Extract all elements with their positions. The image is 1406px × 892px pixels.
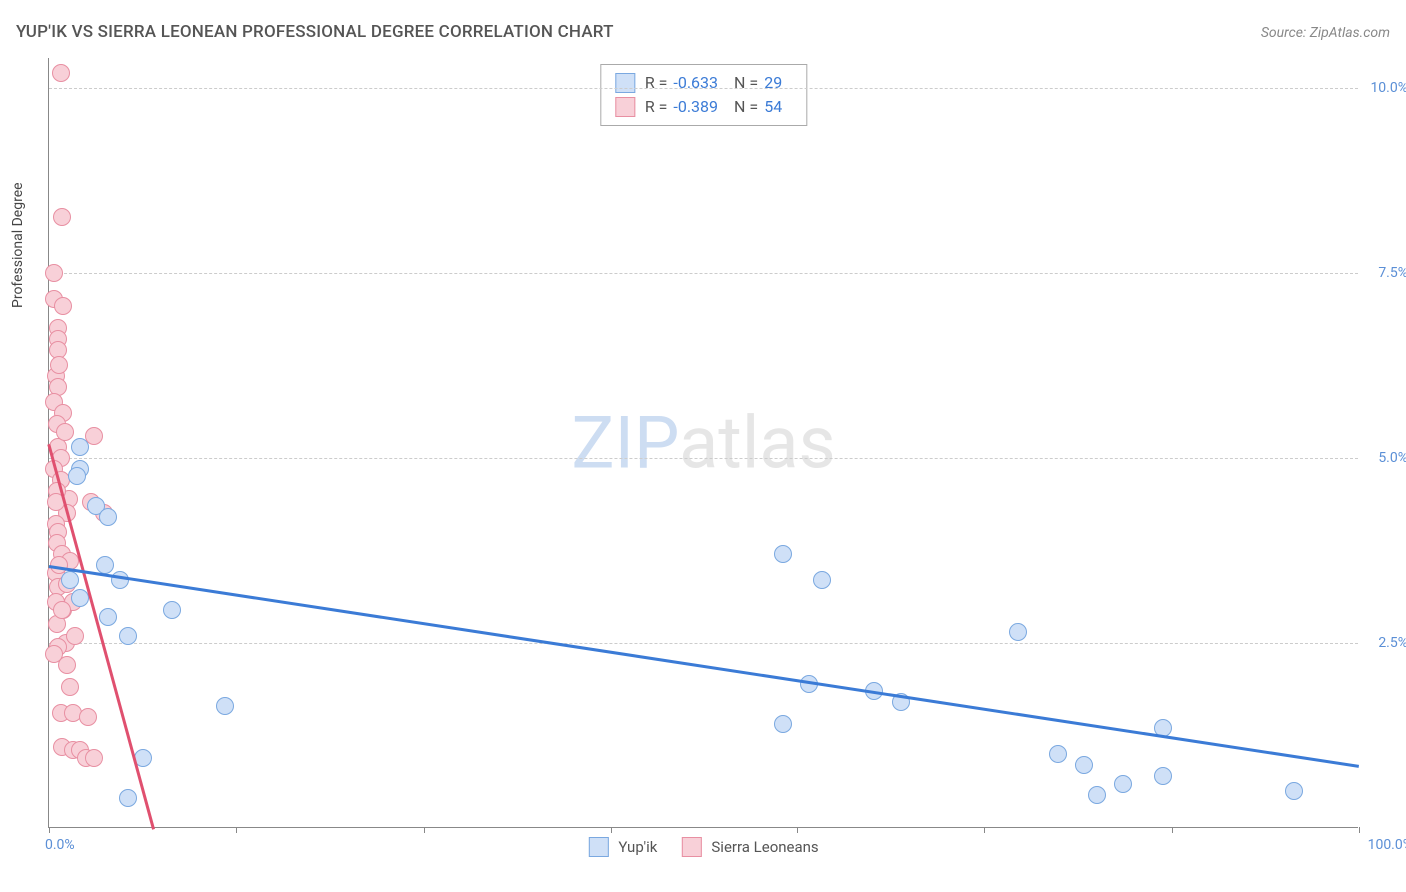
r-label: R =: [645, 95, 668, 119]
gridline: [49, 273, 1358, 274]
scatter-point: [111, 571, 129, 589]
chart-title: YUP'IK VS SIERRA LEONEAN PROFESSIONAL DE…: [16, 22, 614, 42]
x-tick-label: 100.0%: [1368, 837, 1406, 853]
scatter-point: [53, 208, 71, 226]
legend-swatch-yupik: [588, 837, 608, 857]
scatter-point: [71, 438, 89, 456]
scatter-point: [68, 467, 86, 485]
n-value-yupik: 29: [764, 71, 782, 95]
scatter-point: [1154, 767, 1172, 785]
stats-row-yupik: R = -0.633 N = 29: [615, 71, 792, 95]
source-value: ZipAtlas.com: [1310, 25, 1390, 41]
scatter-point: [774, 715, 792, 733]
x-tick-mark: [236, 827, 237, 833]
r-value-sierra: -0.389: [673, 95, 718, 119]
plot-area: ZIPatlas R = -0.633 N = 29 R = -0.389 N …: [48, 58, 1358, 828]
x-tick-mark: [424, 827, 425, 833]
x-tick-mark: [49, 827, 50, 833]
x-tick-mark: [797, 827, 798, 833]
x-tick-mark: [984, 827, 985, 833]
scatter-point: [1075, 756, 1093, 774]
scatter-point: [1009, 623, 1027, 641]
scatter-point: [85, 749, 103, 767]
scatter-point: [774, 545, 792, 563]
x-tick-label: 0.0%: [45, 837, 75, 853]
scatter-point: [1088, 786, 1106, 804]
x-tick-mark: [611, 827, 612, 833]
n-label: N =: [734, 71, 758, 95]
n-value-sierra: 54: [764, 95, 782, 119]
stats-legend-box: R = -0.633 N = 29 R = -0.389 N = 54: [600, 64, 807, 126]
swatch-yupik: [615, 73, 635, 93]
legend-swatch-sierra: [681, 837, 701, 857]
n-label: N =: [734, 95, 758, 119]
chart-container: YUP'IK VS SIERRA LEONEAN PROFESSIONAL DE…: [0, 0, 1406, 892]
scatter-point: [53, 601, 71, 619]
gridline: [49, 643, 1358, 644]
x-tick-mark: [1172, 827, 1173, 833]
r-label: R =: [645, 71, 668, 95]
scatter-point: [54, 297, 72, 315]
swatch-sierra: [615, 97, 635, 117]
scatter-point: [99, 508, 117, 526]
scatter-point: [66, 627, 84, 645]
source-label: Source:: [1261, 25, 1306, 41]
trend-line: [49, 565, 1359, 767]
title-bar: YUP'IK VS SIERRA LEONEAN PROFESSIONAL DE…: [16, 22, 1390, 42]
stats-row-sierra: R = -0.389 N = 54: [615, 95, 792, 119]
scatter-point: [50, 356, 68, 374]
y-tick-label: 5.0%: [1363, 450, 1406, 466]
scatter-point: [1114, 775, 1132, 793]
gridline: [49, 458, 1358, 459]
scatter-point: [61, 678, 79, 696]
scatter-point: [71, 589, 89, 607]
scatter-point: [79, 708, 97, 726]
watermark: ZIPatlas: [571, 400, 835, 485]
x-tick-mark: [1359, 827, 1360, 833]
source-citation: Source: ZipAtlas.com: [1261, 25, 1390, 41]
scatter-point: [216, 697, 234, 715]
y-tick-label: 10.0%: [1363, 80, 1406, 96]
scatter-point: [96, 556, 114, 574]
scatter-point: [119, 627, 137, 645]
scatter-point: [163, 601, 181, 619]
gridline: [49, 88, 1358, 89]
bottom-legend: Yup'ik Sierra Leoneans: [588, 837, 818, 857]
scatter-point: [61, 571, 79, 589]
scatter-point: [45, 264, 63, 282]
legend-item-sierra: Sierra Leoneans: [681, 837, 818, 857]
r-value-yupik: -0.633: [673, 71, 718, 95]
watermark-atlas: atlas: [679, 400, 836, 485]
scatter-point: [52, 64, 70, 82]
watermark-zip: ZIP: [571, 400, 679, 485]
legend-label-sierra: Sierra Leoneans: [711, 838, 818, 856]
scatter-point: [99, 608, 117, 626]
legend-item-yupik: Yup'ik: [588, 837, 657, 857]
scatter-point: [58, 656, 76, 674]
scatter-point: [813, 571, 831, 589]
y-tick-label: 7.5%: [1363, 265, 1406, 281]
scatter-point: [1049, 745, 1067, 763]
scatter-point: [56, 423, 74, 441]
scatter-point: [119, 789, 137, 807]
legend-label-yupik: Yup'ik: [618, 838, 657, 856]
y-axis-label: Professional Degree: [10, 182, 26, 308]
scatter-point: [1285, 782, 1303, 800]
y-tick-label: 2.5%: [1363, 635, 1406, 651]
